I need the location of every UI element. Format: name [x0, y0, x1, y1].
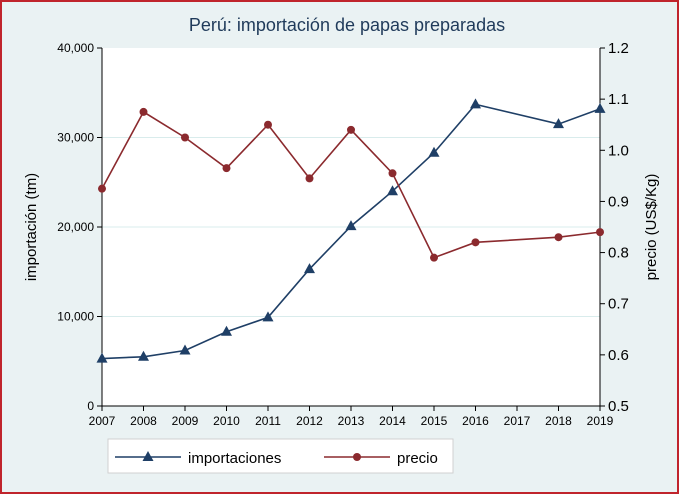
data-point-importaciones: [262, 311, 274, 322]
x-tick-label: 2015: [421, 414, 448, 428]
y-right-tick-label: 0.9: [608, 193, 629, 210]
y-right-tick-label: 0.8: [608, 245, 629, 262]
y-left-label: importación (tm): [23, 173, 40, 281]
legend-label-precio: precio: [397, 450, 438, 467]
data-point-importaciones: [304, 263, 315, 274]
data-point-precio: [554, 233, 563, 242]
y-right-label: precio (US$/Kg): [643, 174, 660, 281]
y-left-tick-label: 30,000: [57, 131, 94, 145]
y-left-tick-label: 0: [87, 399, 94, 413]
legend-items: importaciones precio: [115, 450, 438, 467]
legend-marker-precio: [353, 453, 361, 461]
data-point-importaciones: [179, 344, 191, 355]
x-tick-label: 2012: [296, 414, 323, 428]
x-tick-label: 2016: [462, 414, 489, 428]
data-point-precio: [98, 184, 106, 193]
data-point-precio: [305, 174, 314, 183]
data-point-precio: [430, 253, 438, 262]
legend: [107, 438, 454, 474]
data-point-precio: [222, 164, 231, 173]
data-point-importaciones: [594, 102, 606, 113]
data-point-precio: [139, 107, 148, 116]
series-line-importaciones: [101, 103, 601, 360]
y-right-tick-label: 1.1: [608, 91, 629, 108]
y-right-tick-label: 1.2: [608, 40, 629, 57]
y-left-tick-label: 20,000: [57, 220, 94, 234]
chart-title: Perú: importación de papas preparadas: [189, 15, 505, 35]
data-point-precio: [264, 120, 272, 129]
x-tick-label: 2017: [504, 414, 531, 428]
data-point-importaciones: [470, 98, 481, 109]
x-tick-label: 2013: [338, 414, 365, 428]
data-point-importaciones: [221, 325, 232, 336]
data-point-importaciones: [553, 118, 564, 129]
x-tick-label: 2008: [130, 414, 157, 428]
series-line-precio: [101, 110, 601, 259]
data-point-precio: [471, 238, 480, 247]
y-left-tick-label: 40,000: [57, 41, 94, 55]
data-point-precio: [347, 125, 355, 134]
y-right-tick-label: 1.0: [608, 142, 629, 159]
y-right-tick-label: 0.7: [608, 296, 629, 313]
data-point-importaciones: [428, 146, 440, 157]
legend-label-importaciones: importaciones: [188, 450, 281, 467]
axis-ticks: 0 10,000 20,000 30,000 40,000 0.5 0.6 0.7 0.8 0.9…: [57, 40, 629, 428]
data-point-precio: [596, 228, 604, 237]
x-tick-label: 2010: [213, 414, 240, 428]
x-tick-label: 2019: [587, 414, 614, 428]
x-tick-label: 2014: [379, 414, 406, 428]
y-right-tick-label: 0.5: [608, 398, 629, 415]
data-point-importaciones: [387, 185, 398, 196]
x-tick-label: 2018: [545, 414, 572, 428]
data-point-precio: [181, 133, 189, 142]
y-right-tick-label: 0.6: [608, 347, 629, 364]
x-tick-label: 2009: [172, 414, 199, 428]
x-tick-label: 2011: [255, 414, 281, 428]
legend-marker-importaciones: [142, 451, 154, 461]
y-left-tick-label: 10,000: [57, 310, 94, 324]
data-point-importaciones: [96, 352, 108, 363]
series-layer: [96, 98, 606, 363]
data-point-importaciones: [345, 220, 357, 231]
data-point-importaciones: [138, 350, 149, 361]
x-tick-label: 2007: [89, 414, 116, 428]
data-point-precio: [388, 169, 397, 178]
